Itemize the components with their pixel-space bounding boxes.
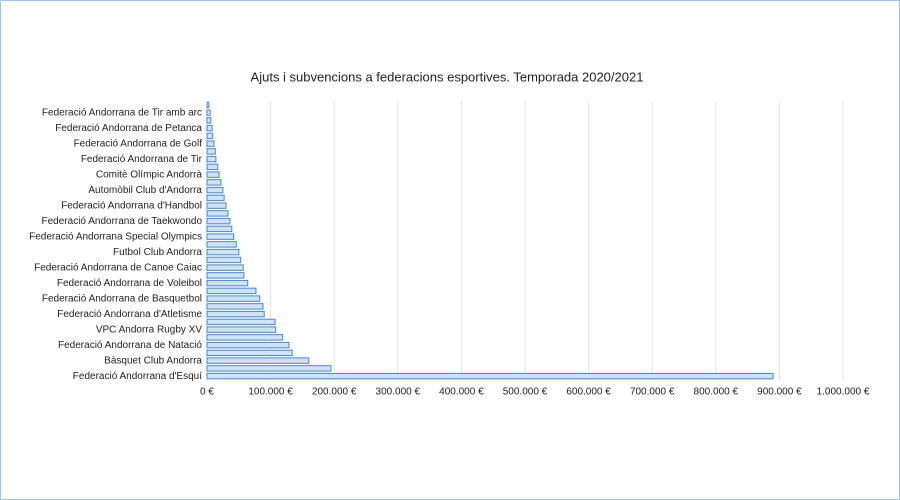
- x-tick-label: 900.000 €: [757, 387, 802, 398]
- bar: [206, 217, 231, 225]
- bar: [206, 155, 217, 163]
- bar: [206, 318, 276, 326]
- chart-title: Ajuts i subvencions a federacions esport…: [251, 69, 644, 84]
- x-tick-label: 1.000.000 €: [817, 387, 870, 398]
- bar: [206, 326, 277, 333]
- bar: [206, 109, 211, 116]
- y-tick-label: Federació Andorrana de Voleibol: [57, 278, 202, 289]
- bar: [206, 148, 216, 155]
- y-tick-label: Federació Andorrana Special Olympics: [29, 231, 202, 242]
- bar: [206, 341, 290, 349]
- x-tick-label: 700.000 €: [630, 387, 675, 398]
- bar: [206, 248, 240, 256]
- bar: [206, 163, 219, 171]
- bar: [206, 303, 264, 310]
- x-tick-label: 500.000 €: [503, 387, 548, 398]
- bar: [206, 272, 245, 279]
- bar: [206, 372, 774, 380]
- bar: [206, 310, 265, 318]
- x-tick-label: 800.000 €: [694, 387, 739, 398]
- y-tick-label: VPC Andorra Rugby XV: [96, 324, 202, 335]
- bar: [206, 256, 242, 264]
- y-tick-label: Federació Andorrana d'Esquí: [73, 371, 202, 382]
- y-tick-label: Futbol Club Andorra: [113, 247, 202, 258]
- bar: [206, 225, 233, 233]
- x-tick-label: 200.000 €: [312, 387, 357, 398]
- y-tick-label: Federació Andorrana de Canoe Caiac: [34, 262, 202, 273]
- y-tick-label: Federació Andorrana de Petanca: [55, 123, 202, 134]
- bar: [206, 179, 222, 186]
- bar: [206, 279, 249, 287]
- y-tick-label: Automòbil Club d'Andorra: [88, 185, 202, 196]
- y-tick-label: Federació Andorrana de Natació: [58, 340, 202, 351]
- bar: [206, 334, 284, 341]
- bar: [206, 140, 215, 147]
- x-tick-label: 400.000 €: [439, 387, 484, 398]
- bar: [206, 124, 213, 132]
- y-tick-label: Comitè Olímpic Andorrà: [96, 169, 203, 180]
- bar: [206, 171, 220, 178]
- bar: [206, 349, 293, 357]
- x-tick-label: 100.000 €: [248, 387, 293, 398]
- bar: [206, 101, 210, 109]
- bar: [206, 233, 235, 240]
- x-tick-label: 600.000 €: [566, 387, 611, 398]
- bar: [206, 210, 229, 217]
- bar: [206, 186, 224, 194]
- bar: [206, 264, 244, 271]
- y-tick-label: Federació Andorrana d'Handbol: [61, 200, 202, 211]
- bar: [206, 202, 227, 209]
- bar: [206, 117, 212, 124]
- bar: [206, 194, 225, 202]
- bar: [206, 241, 237, 248]
- y-tick-label: Federació Andorrana de Tir amb arc: [42, 107, 202, 118]
- bar: [206, 365, 332, 372]
- bar: [206, 295, 261, 302]
- y-tick-label: Federació Andorrana de Tir: [81, 154, 203, 165]
- y-tick-label: Federació Andorrana de Basquetbol: [42, 293, 202, 304]
- bar: [206, 287, 257, 295]
- y-tick-label: Federació Andorrana d'Atletisme: [57, 309, 202, 320]
- bar: [206, 357, 310, 364]
- y-tick-label: Federació Andorrana de Golf: [74, 138, 203, 149]
- bar: [206, 132, 214, 140]
- x-tick-label: 0 €: [200, 387, 214, 398]
- x-tick-label: 300.000 €: [376, 387, 421, 398]
- y-tick-label: Federació Andorrana de Taekwondo: [42, 216, 203, 227]
- y-tick-label: Bàsquet Club Andorra: [104, 355, 202, 366]
